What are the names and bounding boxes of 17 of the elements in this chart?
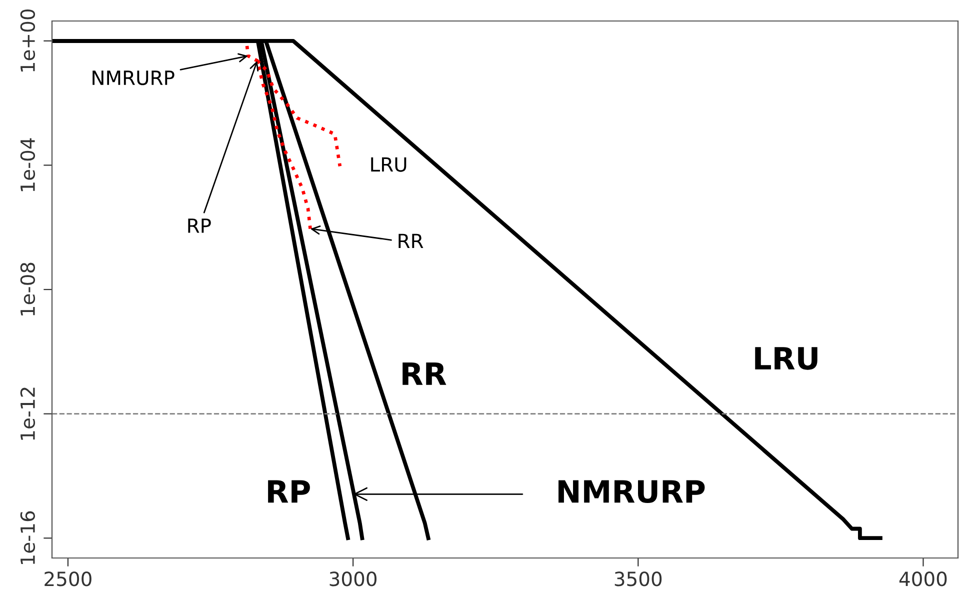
x-tick-label: 3500 xyxy=(614,572,662,586)
annotation: RR xyxy=(398,234,424,248)
y-tick-label: 1e-12 xyxy=(20,388,36,440)
annotation: RP xyxy=(268,480,310,503)
annotation: LRU xyxy=(371,157,406,172)
y-tick-label: 1e-04 xyxy=(20,138,36,192)
y-tick-label: 1e-16 xyxy=(20,511,36,564)
annotation: NMRURP xyxy=(92,70,174,86)
x-tick-label: 4000 xyxy=(899,572,947,586)
x-tick-label: 3000 xyxy=(330,572,376,586)
y-tick-label: 1e+00 xyxy=(20,10,36,72)
annotation: RP xyxy=(188,218,211,233)
y-tick-label: 1e-08 xyxy=(20,262,36,316)
annotation: NMRURP xyxy=(558,480,705,503)
annotation: LRU xyxy=(755,347,818,370)
x-tick-label: 2500 xyxy=(44,572,92,586)
annotation: RR xyxy=(402,362,446,385)
